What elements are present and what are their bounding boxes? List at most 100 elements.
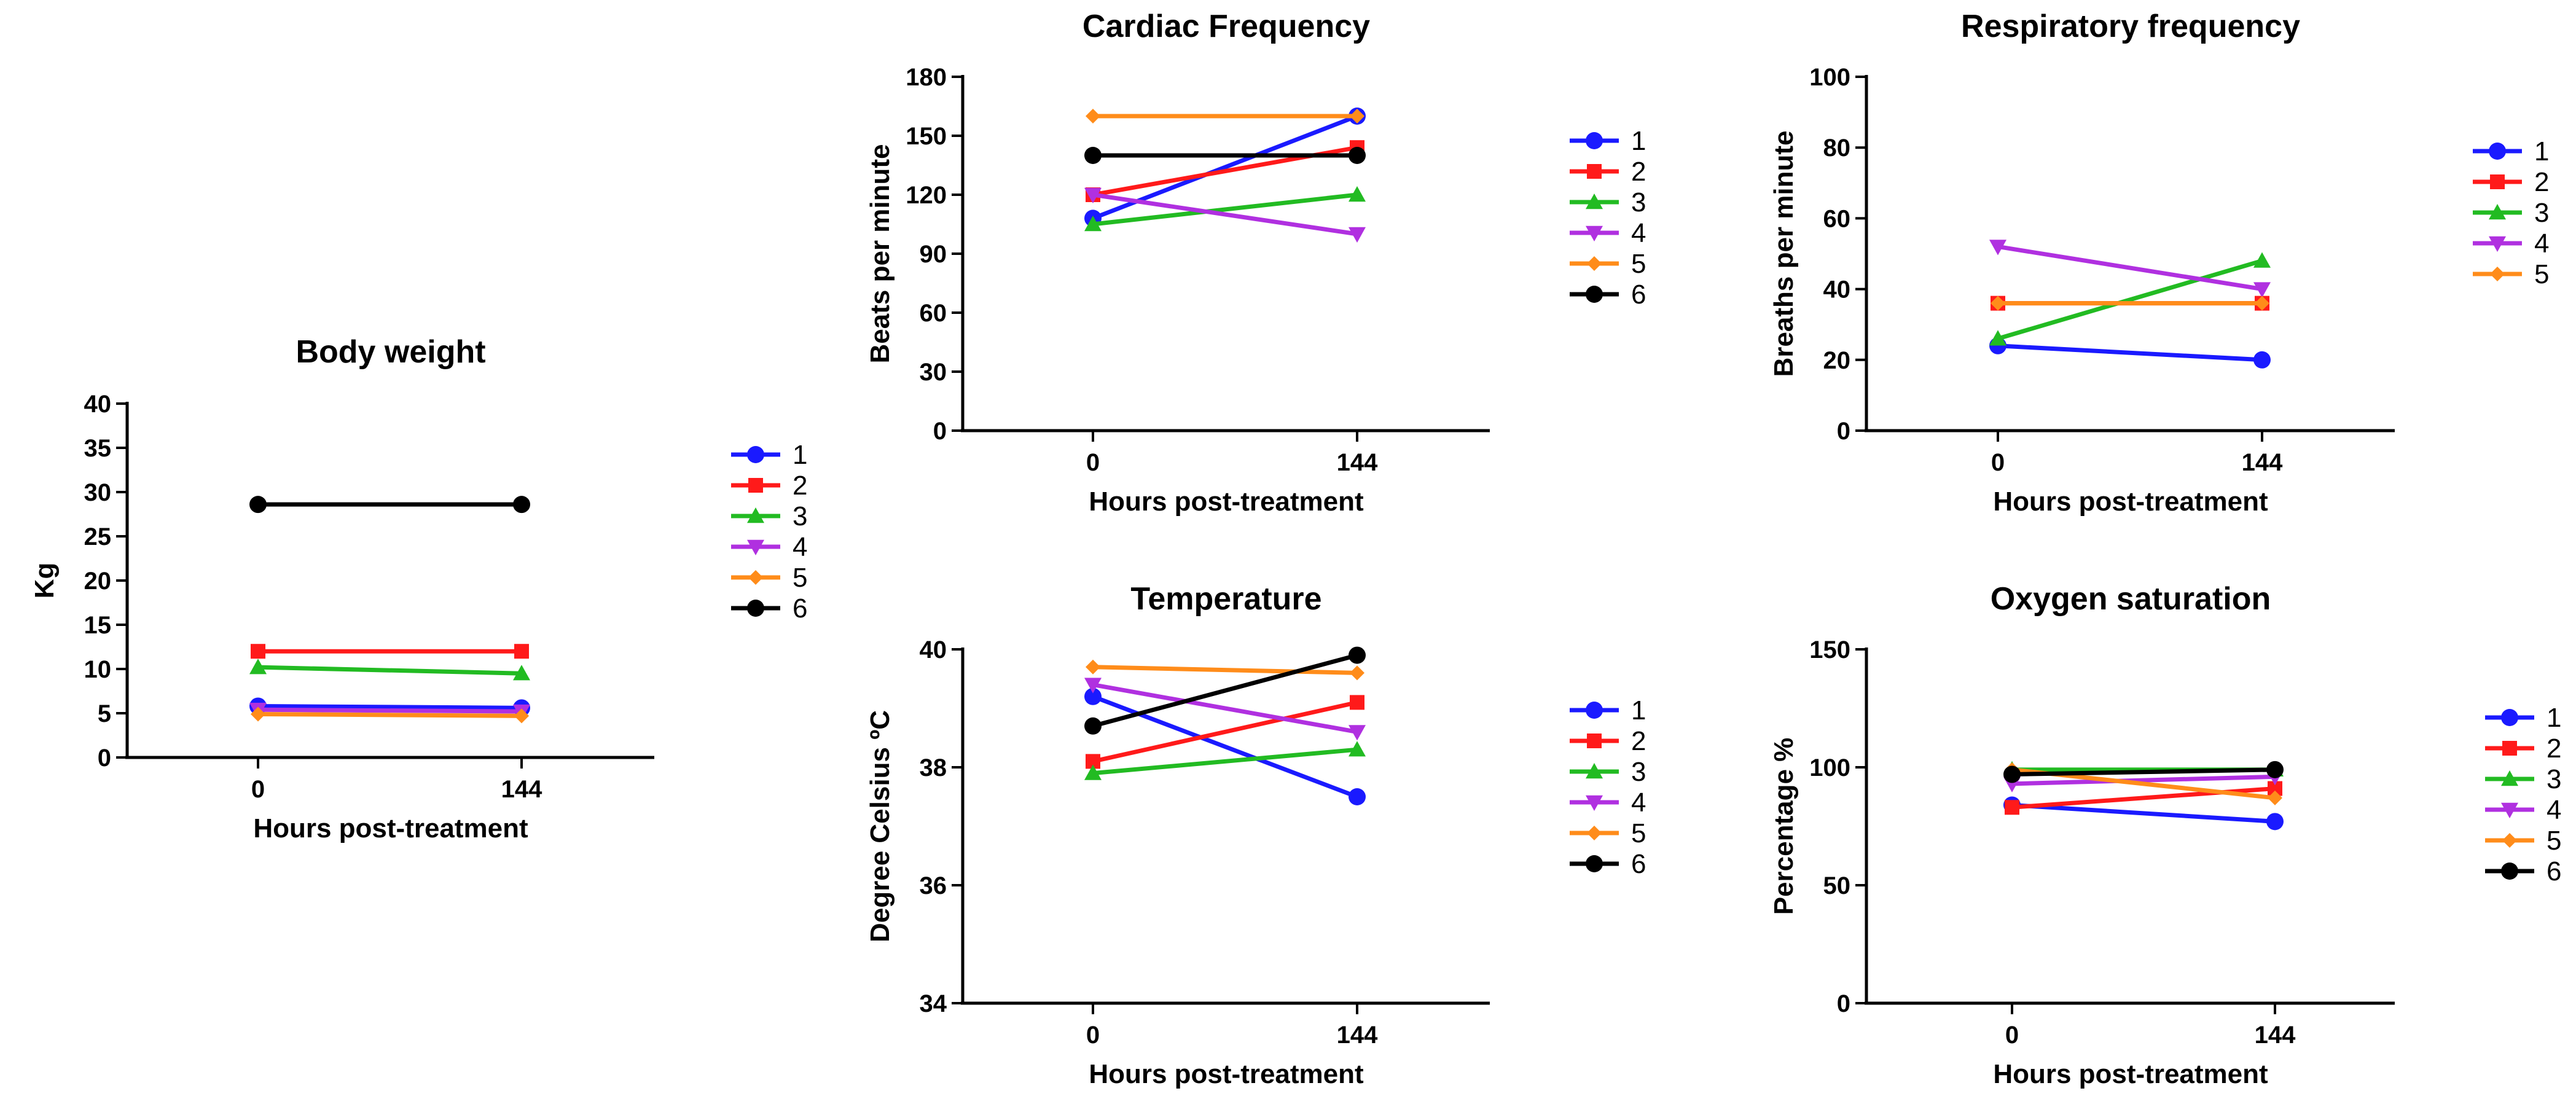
cardiac-frequency-legend-marker-2 [1587, 164, 1602, 179]
body-weight-legend-marker-1 [747, 446, 764, 463]
oxygen-saturation-legend-marker-3 [2501, 770, 2518, 786]
cardiac-frequency-series-line-3 [1092, 192, 1358, 227]
respiratory-frequency-series-line-3 [1997, 259, 2263, 341]
respiratory-frequency-y-tick-label: 0 [1837, 418, 1850, 445]
respiratory-frequency-legend-label-5: 5 [2534, 259, 2549, 289]
temperature-data-point-2 [1350, 695, 1364, 710]
oxygen-saturation-legend-marker-5 [2502, 833, 2517, 848]
cardiac-frequency-y-tick-label: 120 [906, 182, 947, 209]
cardiac-frequency-y-tick-label: 150 [906, 123, 947, 150]
oxygen-saturation-title: Oxygen saturation [1991, 581, 2271, 617]
cardiac-frequency-series-5 [1086, 109, 1364, 123]
oxygen-saturation-legend-marker-2 [2502, 741, 2517, 756]
temperature-data-point-3 [1084, 764, 1102, 780]
temperature-data-point-5 [1086, 659, 1100, 675]
oxygen-saturation-legend-label-6: 6 [2547, 856, 2561, 886]
oxygen-saturation-data-point-2 [2005, 800, 2019, 815]
cardiac-frequency-y-tick-label: 90 [920, 241, 947, 268]
oxygen-saturation-x-axis-label: Hours post-treatment [1993, 1059, 2268, 1089]
respiratory-frequency-x-axis-label: Hours post-treatment [1993, 487, 2268, 517]
respiratory-frequency-x-tick-label: 144 [2242, 449, 2283, 476]
cardiac-frequency-legend-marker-1 [1586, 132, 1603, 149]
cardiac-frequency-y-tick-label: 60 [920, 300, 947, 327]
respiratory-frequency-data-point-5 [2255, 295, 2269, 311]
cardiac-frequency-y-axis-label: Beats per minute [865, 144, 895, 364]
temperature-legend-marker-6 [1586, 855, 1603, 872]
body-weight-y-tick-label: 10 [84, 656, 112, 683]
oxygen-saturation-y-tick-label: 0 [1837, 990, 1850, 1017]
temperature-data-point-6 [1084, 717, 1102, 735]
oxygen-saturation-legend-marker-6 [2501, 863, 2518, 880]
body-weight-y-tick-label: 0 [98, 745, 111, 772]
cardiac-frequency-series-3 [1084, 186, 1366, 232]
cardiac-frequency-series-2 [1086, 140, 1364, 202]
oxygen-saturation-series-line-1 [2011, 802, 2276, 824]
temperature-x-axis-label: Hours post-treatment [1089, 1059, 1364, 1089]
body-weight-legend-label-1: 1 [793, 440, 807, 470]
cardiac-frequency-chart: Cardiac Frequency 0 30 60 90 120 150 180 0 144 Hou… [865, 9, 1646, 517]
body-weight-legend-label-2: 2 [793, 471, 807, 501]
temperature-y-tick-label: 40 [920, 636, 947, 663]
body-weight-legend-label-6: 6 [793, 593, 807, 624]
oxygen-saturation-series-6 [2003, 761, 2284, 783]
oxygen-saturation-legend-marker-4 [2501, 802, 2518, 818]
temperature-legend-label-4: 4 [1631, 788, 1646, 818]
oxygen-saturation-legend-marker-1 [2501, 709, 2518, 726]
body-weight-legend-marker-3 [747, 507, 764, 523]
respiratory-frequency-data-point-4 [2253, 282, 2271, 298]
cardiac-frequency-data-point-6 [1349, 147, 1366, 164]
temperature-y-axis-label: Degree Celsius ºC [865, 710, 895, 942]
body-weight-title: Body weight [296, 334, 485, 370]
cardiac-frequency-series-line-4 [1092, 192, 1358, 237]
temperature-legend-marker-5 [1587, 826, 1602, 840]
temperature-x-tick-label: 144 [1337, 1022, 1378, 1049]
cardiac-frequency-legend-label-6: 6 [1631, 280, 1646, 310]
body-weight-legend-marker-6 [747, 600, 764, 617]
temperature-data-point-5 [1350, 665, 1364, 681]
respiratory-frequency-data-point-4 [1989, 240, 2006, 256]
oxygen-saturation-legend-label-5: 5 [2547, 826, 2561, 856]
temperature-series-1 [1084, 687, 1366, 805]
respiratory-frequency-data-point-3 [1989, 330, 2006, 346]
cardiac-frequency-legend-label-4: 4 [1631, 218, 1646, 248]
body-weight-x-tick-label: 0 [251, 776, 265, 803]
temperature-data-point-3 [1349, 741, 1366, 757]
oxygen-saturation-y-tick-label: 150 [1809, 636, 1850, 663]
body-weight-data-point-5 [251, 706, 265, 722]
respiratory-frequency-chart: Respiratory frequency 0 20 40 60 80 100 0 144 Hou… [1769, 9, 2549, 517]
temperature-legend-label-5: 5 [1631, 818, 1646, 848]
oxygen-saturation-series-line-2 [2011, 786, 2276, 810]
cardiac-frequency-data-point-6 [1084, 147, 1102, 164]
cardiac-frequency-legend-label-3: 3 [1631, 187, 1646, 217]
oxygen-saturation-series-2 [2005, 781, 2282, 815]
respiratory-frequency-y-tick-label: 20 [1823, 347, 1851, 374]
body-weight-series-3 [249, 659, 530, 681]
respiratory-frequency-legend-marker-5 [2490, 267, 2505, 281]
respiratory-frequency-y-tick-label: 100 [1809, 64, 1850, 91]
cardiac-frequency-title: Cardiac Frequency [1082, 9, 1370, 44]
body-weight-y-tick-label: 15 [84, 612, 112, 639]
cardiac-frequency-y-tick-label: 0 [933, 418, 947, 445]
body-weight-y-tick-label: 20 [84, 568, 112, 595]
temperature-series-line-3 [1092, 747, 1358, 776]
temperature-data-point-1 [1349, 788, 1366, 805]
temperature-legend-marker-3 [1586, 763, 1603, 779]
temperature-legend-label-3: 3 [1631, 757, 1646, 787]
cardiac-frequency-series-4 [1084, 187, 1366, 243]
cardiac-frequency-data-point-3 [1084, 216, 1102, 232]
respiratory-frequency-y-tick-label: 80 [1823, 135, 1851, 162]
body-weight-series-line-5 [257, 711, 522, 718]
respiratory-frequency-legend-label-2: 2 [2534, 167, 2549, 197]
temperature-series-4 [1084, 678, 1366, 741]
temperature-legend-label-2: 2 [1631, 726, 1646, 756]
cardiac-frequency-legend-marker-6 [1586, 286, 1603, 303]
cardiac-frequency-y-tick-label: 180 [906, 64, 947, 91]
body-weight-series-5 [251, 706, 529, 724]
respiratory-frequency-legend-label-3: 3 [2534, 198, 2549, 228]
cardiac-frequency-x-axis-label: Hours post-treatment [1089, 487, 1364, 517]
